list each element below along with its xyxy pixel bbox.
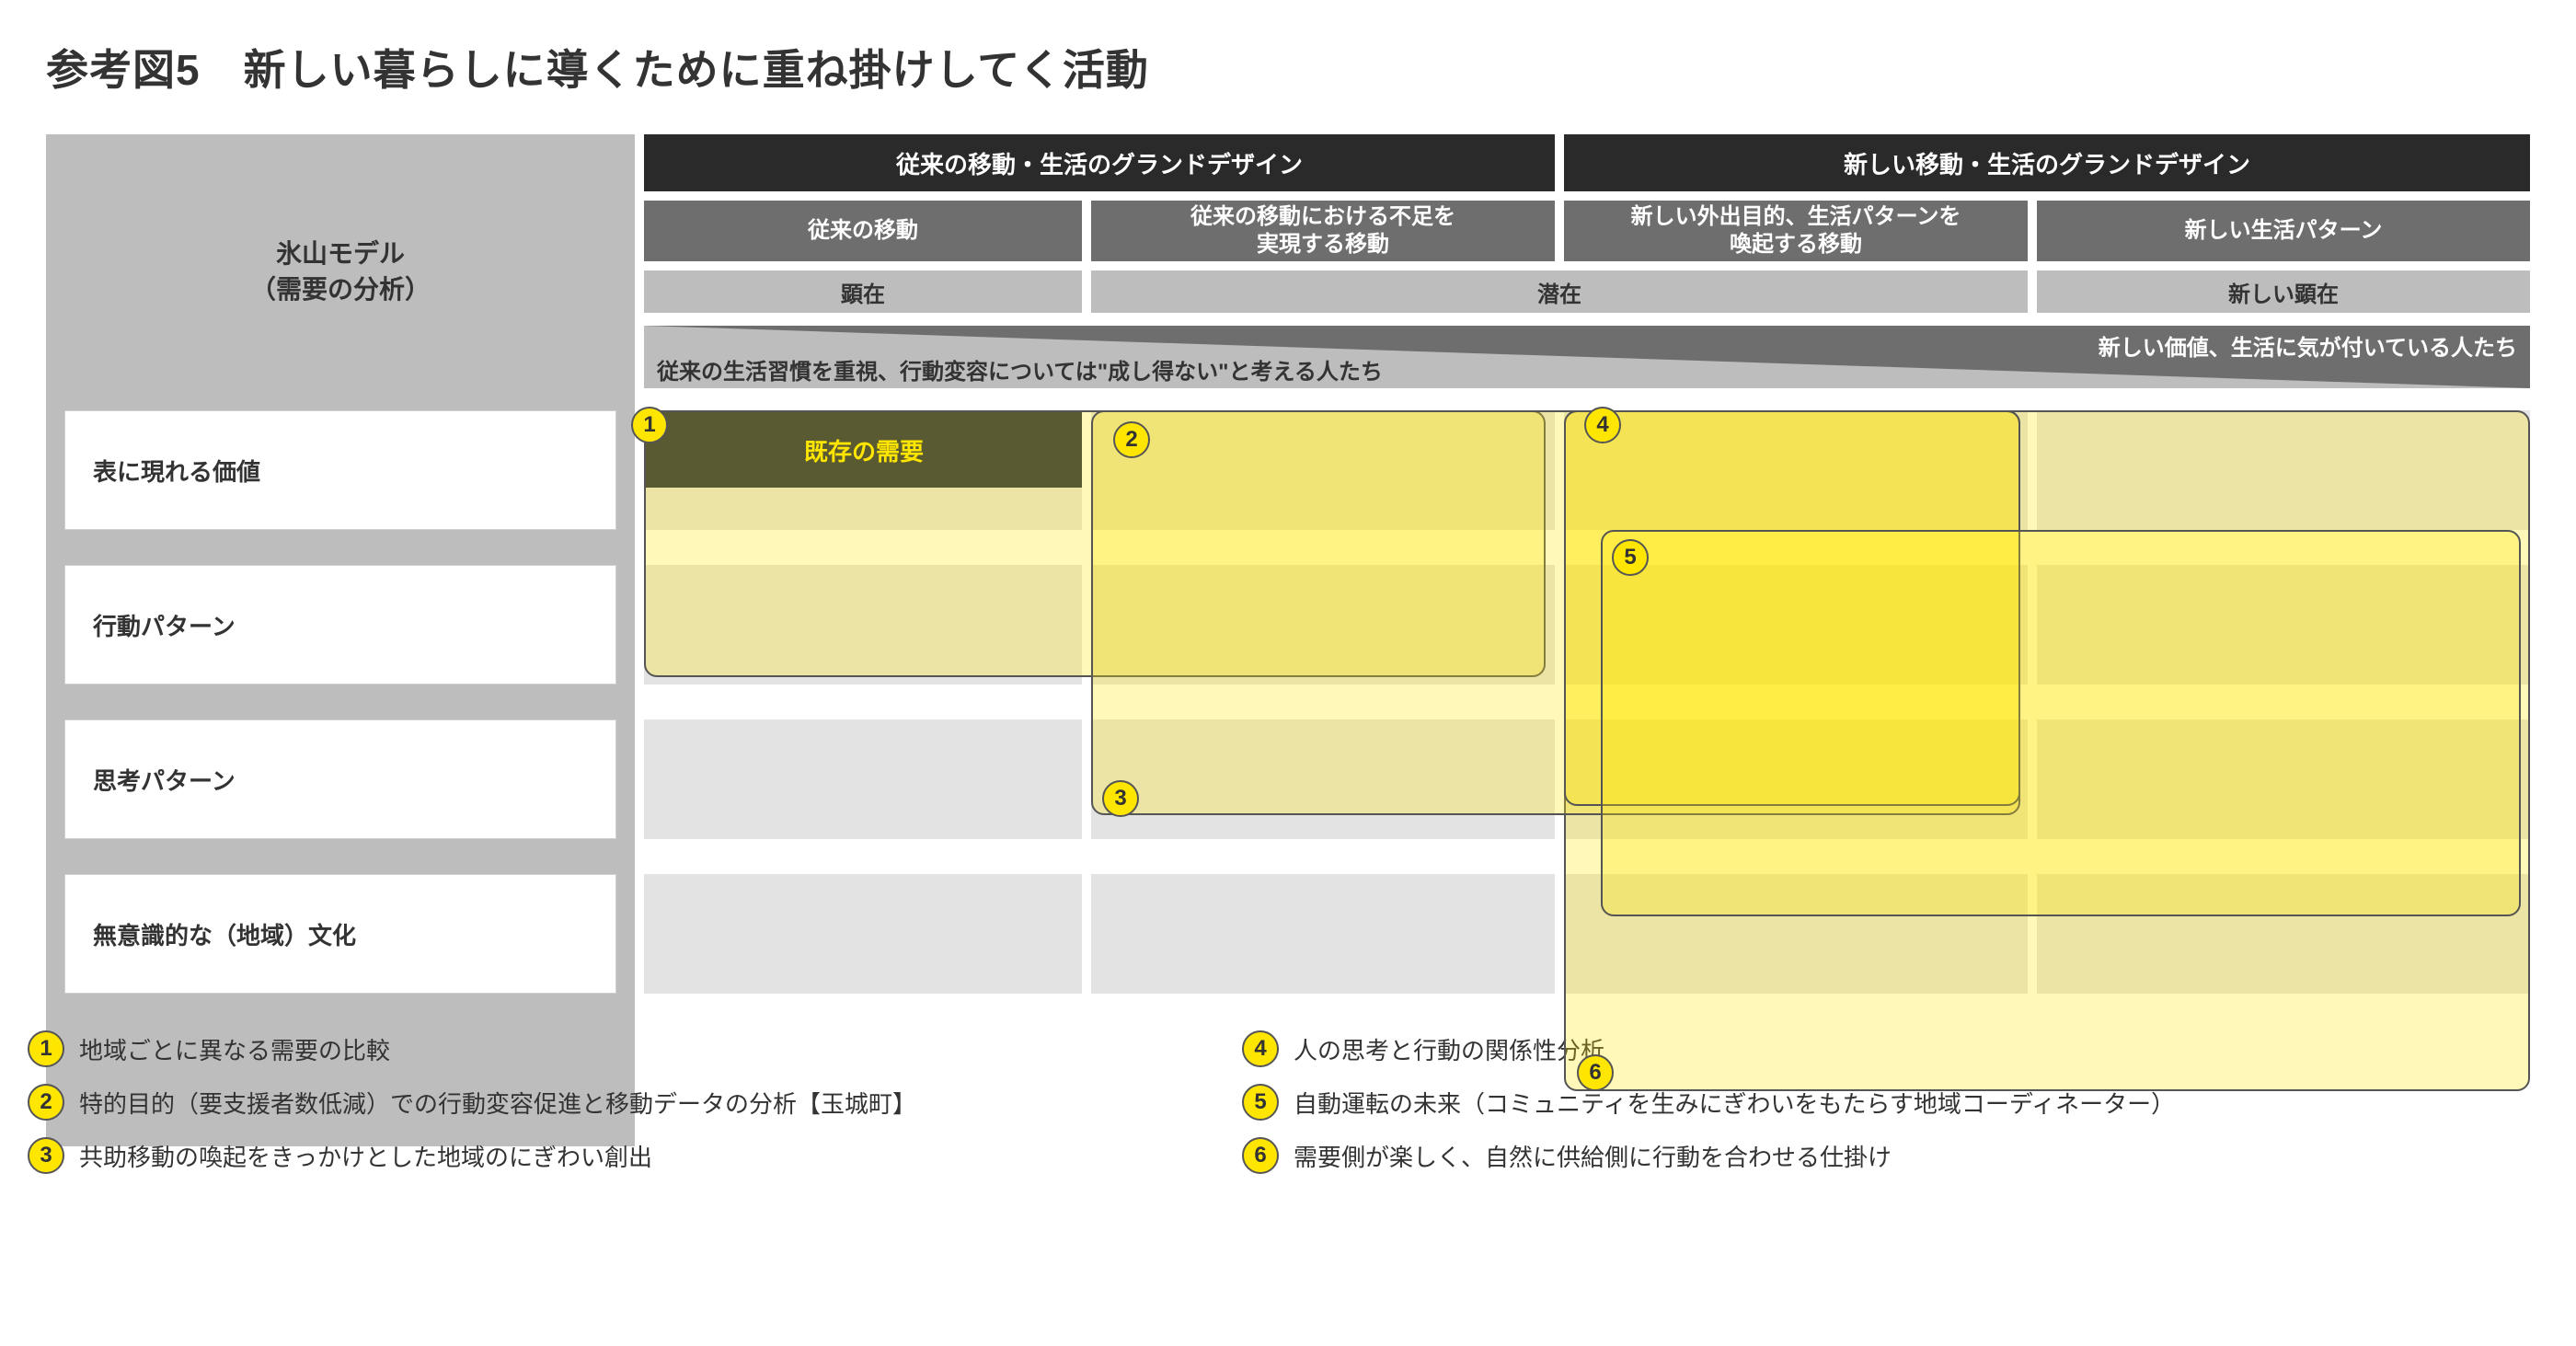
row-label-2: 思考パターン xyxy=(64,719,616,839)
left-col-line2: （需要の分析） xyxy=(250,275,431,304)
header-col2: 従来の移動における不足を 実現する移動 xyxy=(1091,201,1555,261)
legend-text-2: 特的目的（要支援者数低減）での行動変容促進と移動データの分析【玉城町】 xyxy=(79,1086,916,1120)
badge-6: 6 xyxy=(1577,1054,1614,1091)
badge-2: 2 xyxy=(1113,421,1150,458)
cell-r3c1 xyxy=(1091,874,1555,994)
state-1: 顕在 xyxy=(644,270,1082,313)
legend-item-2: 2 特的目的（要支援者数低減）での行動変容促進と移動データの分析【玉城町】 xyxy=(28,1084,1242,1121)
badge-1: 1 xyxy=(631,407,668,443)
ybox-1-dark: 既存の需要 xyxy=(646,412,1082,488)
cell-r3c0 xyxy=(644,874,1082,994)
state-2: 潜在 xyxy=(1091,270,2028,313)
header-col3: 新しい外出目的、生活パターンを 喚起する移動 xyxy=(1564,201,2028,261)
left-col-line1: 氷山モデル xyxy=(276,239,405,268)
legend-badge-6: 6 xyxy=(1242,1137,1279,1174)
row-label-1: 行動パターン xyxy=(64,565,616,685)
legend-item-6: 6 需要側が楽しく、自然に供給側に行動を合わせる仕掛け xyxy=(1242,1137,2456,1174)
header-conventional: 従来の移動・生活のグランドデザイン xyxy=(644,134,1555,191)
legend-text-6: 需要側が楽しく、自然に供給側に行動を合わせる仕掛け xyxy=(1294,1139,1892,1173)
badge-3: 3 xyxy=(1102,780,1139,817)
left-column-label: 氷山モデル （需要の分析） xyxy=(46,236,635,307)
legend-item-3: 3 共助移動の喚起をきっかけとした地域のにぎわい創出 xyxy=(28,1137,1242,1174)
state-3: 新しい顕在 xyxy=(2037,270,2530,313)
legend-badge-1: 1 xyxy=(28,1030,64,1067)
legend-badge-2: 2 xyxy=(28,1084,64,1121)
diagram-grid: 氷山モデル （需要の分析） 従来の移動・生活のグランドデザイン 新しい移動・生活… xyxy=(46,134,2530,1174)
row-label-0: 表に現れる価値 xyxy=(64,410,616,530)
legend-text-4: 人の思考と行動の関係性分析 xyxy=(1294,1032,1604,1066)
badge-5: 5 xyxy=(1612,539,1649,576)
header-col1: 従来の移動 xyxy=(644,201,1082,261)
wedge-right-text: 新しい価値、生活に気が付いている人たち xyxy=(2099,329,2517,362)
wedge-band: 従来の生活習慣を重視、行動変容については"成し得ない"と考える人たち 新しい価値… xyxy=(644,326,2530,388)
legend-text-1: 地域ごとに異なる需要の比較 xyxy=(79,1032,390,1066)
legend-text-3: 共助移動の喚起をきっかけとした地域のにぎわい創出 xyxy=(79,1139,652,1173)
legend-badge-3: 3 xyxy=(28,1137,64,1174)
wedge-left-text: 従来の生活習慣を重視、行動変容については"成し得ない"と考える人たち xyxy=(657,353,1383,385)
legend-badge-4: 4 xyxy=(1242,1030,1279,1067)
page-title: 参考図5 新しい暮らしに導くために重ね掛けしてく活動 xyxy=(46,37,2530,98)
header-new: 新しい移動・生活のグランドデザイン xyxy=(1564,134,2530,191)
legend-badge-5: 5 xyxy=(1242,1084,1279,1121)
ybox-5 xyxy=(1601,530,2521,916)
cell-r2c0 xyxy=(644,719,1082,839)
legend-item-1: 1 地域ごとに異なる需要の比較 xyxy=(28,1030,1242,1067)
badge-4: 4 xyxy=(1584,407,1621,443)
header-col4: 新しい生活パターン xyxy=(2037,201,2530,261)
row-label-3: 無意識的な（地域）文化 xyxy=(64,874,616,994)
